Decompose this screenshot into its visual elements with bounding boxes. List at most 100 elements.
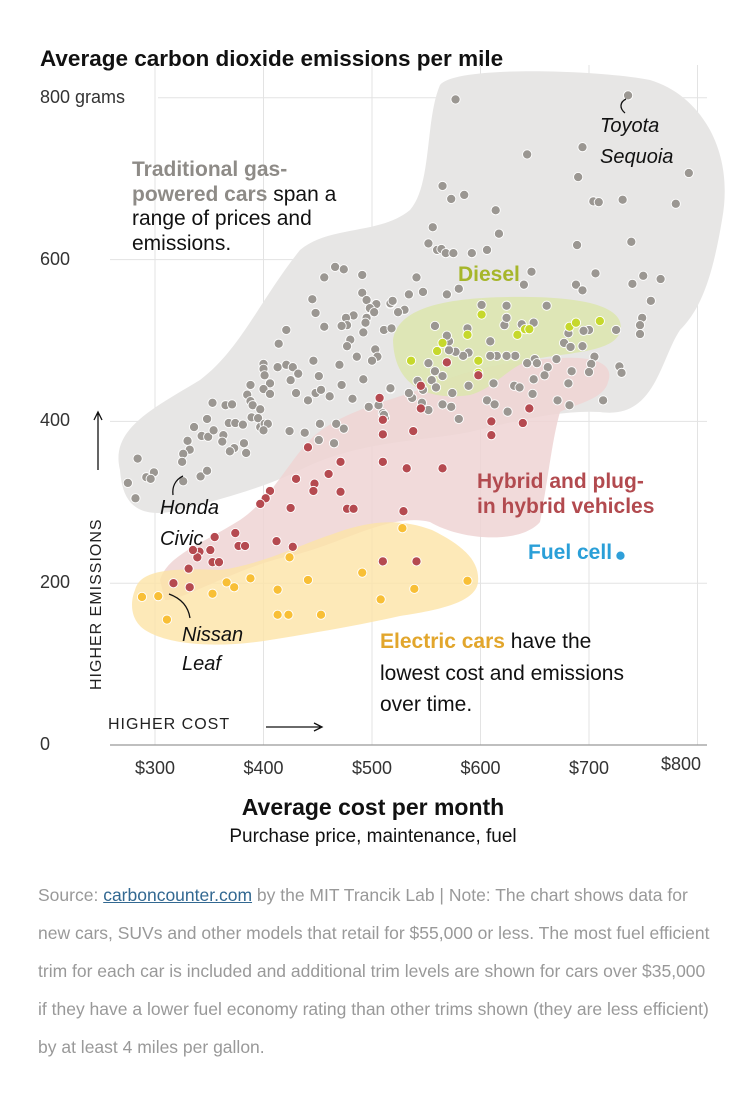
data-point xyxy=(423,358,434,369)
data-point xyxy=(161,614,172,625)
data-point xyxy=(501,300,512,311)
data-point xyxy=(366,355,378,366)
data-point xyxy=(616,367,627,378)
series-1 xyxy=(406,309,605,378)
data-point xyxy=(518,279,529,290)
x-tick-label: $400 xyxy=(243,758,284,778)
data-point xyxy=(358,327,369,338)
source-link[interactable]: carboncounter.com xyxy=(103,885,253,905)
arrow-nissan xyxy=(168,593,191,619)
data-point xyxy=(308,355,319,366)
data-point xyxy=(324,391,335,402)
data-point xyxy=(446,401,457,412)
data-point xyxy=(447,388,458,399)
data-point xyxy=(217,436,228,447)
source-note: Source: carboncounter.com by the MIT Tra… xyxy=(38,876,718,1066)
data-point xyxy=(237,419,248,430)
data-point xyxy=(207,397,218,408)
data-point xyxy=(205,544,216,556)
data-point xyxy=(634,320,646,331)
data-point xyxy=(357,287,368,298)
data-point xyxy=(313,434,324,446)
data-point xyxy=(307,294,318,305)
data-point xyxy=(441,289,452,300)
data-point xyxy=(202,465,213,476)
data-point xyxy=(634,328,646,340)
data-point xyxy=(493,228,504,239)
data-point xyxy=(522,358,533,369)
data-point xyxy=(369,307,380,318)
data-point xyxy=(290,473,302,484)
toyota-line-2: Sequoia xyxy=(600,146,674,168)
series-4 xyxy=(615,550,626,561)
data-point xyxy=(302,574,314,586)
data-point xyxy=(551,354,562,365)
arrow-higher-cost xyxy=(266,722,324,732)
series-0 xyxy=(122,90,694,504)
data-point xyxy=(432,345,443,357)
data-point xyxy=(462,575,473,586)
data-point xyxy=(577,285,588,296)
data-point xyxy=(377,414,388,425)
data-point xyxy=(517,417,528,429)
y-tick-label: 800 grams xyxy=(40,86,126,107)
toyota-line-1: Toyota xyxy=(600,115,660,137)
data-point xyxy=(485,336,496,347)
series-2 xyxy=(168,357,535,593)
data-point xyxy=(566,366,577,377)
honda-line-2: Civic xyxy=(160,528,204,550)
data-point xyxy=(448,248,459,259)
gas-line-2b: span a xyxy=(267,182,337,206)
data-point xyxy=(230,527,241,539)
data-point xyxy=(255,498,266,509)
x-tick-label: $300 xyxy=(134,758,176,778)
data-point xyxy=(488,378,499,389)
data-point xyxy=(336,379,347,391)
data-point xyxy=(590,268,601,279)
data-point xyxy=(385,383,396,394)
data-point xyxy=(313,371,324,382)
data-point xyxy=(441,330,452,341)
data-point xyxy=(611,324,622,336)
data-point xyxy=(302,395,314,406)
data-point xyxy=(302,442,314,453)
data-point xyxy=(539,370,550,381)
data-point xyxy=(408,426,419,437)
data-point xyxy=(417,286,429,298)
data-point xyxy=(594,316,605,327)
data-point xyxy=(178,476,189,487)
electric-line-2: lowest cost and emissions xyxy=(380,661,624,685)
data-point xyxy=(351,351,362,362)
data-point xyxy=(348,503,359,514)
data-point xyxy=(429,320,440,331)
data-point xyxy=(293,368,304,379)
data-point xyxy=(136,591,148,603)
data-point xyxy=(187,544,199,556)
y-tick-label: 200 xyxy=(40,572,71,593)
arrow-higher-emissions xyxy=(93,410,103,470)
data-point xyxy=(578,325,589,336)
data-point xyxy=(209,532,220,543)
x-axis-title: Average cost per month xyxy=(241,794,505,820)
data-point xyxy=(299,427,310,438)
data-point xyxy=(570,279,582,290)
data-point xyxy=(490,205,501,216)
electric-line-1b: have the xyxy=(504,630,592,653)
annotation-electric: Electric cars have the lowest cost and e… xyxy=(380,626,624,721)
data-point xyxy=(334,359,345,370)
data-point xyxy=(338,423,349,434)
data-point xyxy=(617,194,628,205)
data-point xyxy=(453,413,464,425)
data-point xyxy=(481,244,493,255)
data-point xyxy=(323,468,334,480)
data-point xyxy=(524,403,535,414)
label-higher-cost: HIGHER COST xyxy=(108,716,231,733)
data-point xyxy=(526,266,537,277)
region-diesel xyxy=(393,296,621,397)
data-point xyxy=(409,583,420,594)
data-point xyxy=(437,371,448,382)
honda-line-1: Honda xyxy=(160,497,219,519)
data-point xyxy=(462,329,473,340)
data-point xyxy=(598,395,609,406)
data-point xyxy=(427,222,438,233)
